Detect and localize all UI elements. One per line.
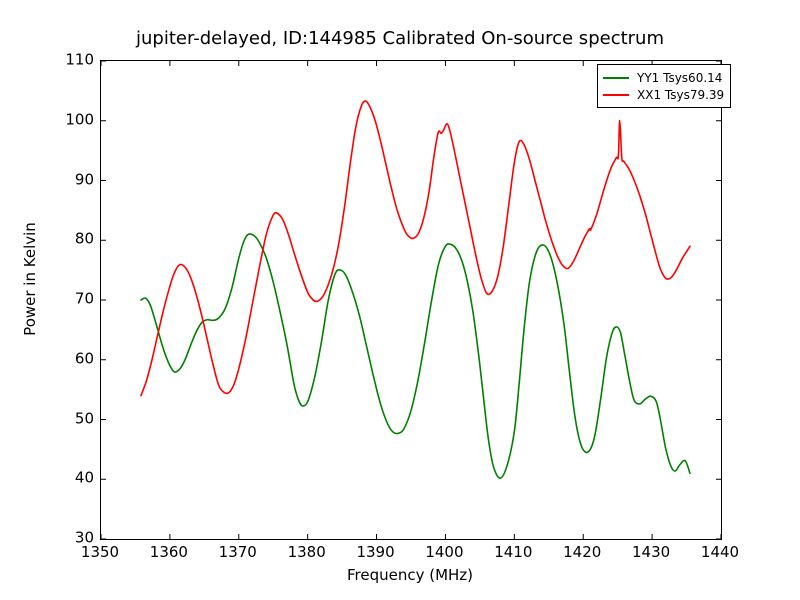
page-title: jupiter-delayed, ID:144985 Calibrated On… <box>136 28 664 49</box>
x-axis-label: Frequency (MHz) <box>346 566 474 584</box>
legend-label: XX1 Tsys79.39 <box>637 87 725 102</box>
spectrum-line <box>140 100 691 397</box>
y-tick-label: 110 <box>65 50 94 69</box>
y-tick-label: 30 <box>74 528 94 547</box>
legend: YY1 Tsys60.14 XX1 Tsys79.39 <box>597 64 732 108</box>
spectrum-line <box>140 233 691 479</box>
legend-item: XX1 Tsys79.39 <box>603 86 724 103</box>
legend-color-swatch <box>603 76 629 79</box>
y-tick-label: 60 <box>74 349 94 368</box>
x-tick-label: 1350 <box>80 543 120 561</box>
plot-area <box>100 60 722 540</box>
legend-color-swatch <box>603 93 629 96</box>
y-axis-tick-labels: 30 40 50 60 70 80 90 100 110 <box>44 52 94 545</box>
x-tick-label: 1440 <box>700 543 740 561</box>
y-tick-label: 40 <box>74 468 94 487</box>
spectrum-lines <box>101 61 721 539</box>
y-tick-label: 100 <box>65 110 94 129</box>
legend-label: YY1 Tsys60.14 <box>637 70 723 85</box>
y-tick-label: 80 <box>74 229 94 248</box>
x-tick-label: 1400 <box>425 543 464 561</box>
x-tick-label: 1370 <box>218 543 257 561</box>
y-tick-label: 90 <box>74 170 94 188</box>
legend-item: YY1 Tsys60.14 <box>603 69 724 86</box>
x-tick-label: 1360 <box>149 543 188 561</box>
x-tick-label: 1410 <box>494 543 533 561</box>
x-tick-label: 1390 <box>356 543 395 561</box>
x-tick-label: 1420 <box>563 543 602 561</box>
x-tick-label: 1430 <box>632 543 671 561</box>
y-tick-label: 70 <box>74 289 94 308</box>
x-axis-tick-labels: 1350 1360 1370 1380 1390 1400 1410 1420 1430 1440 <box>81 539 739 569</box>
x-tick-label: 1380 <box>287 543 326 561</box>
y-tick-label: 50 <box>74 409 94 427</box>
y-axis-label: Power in Kelvin <box>21 222 39 336</box>
